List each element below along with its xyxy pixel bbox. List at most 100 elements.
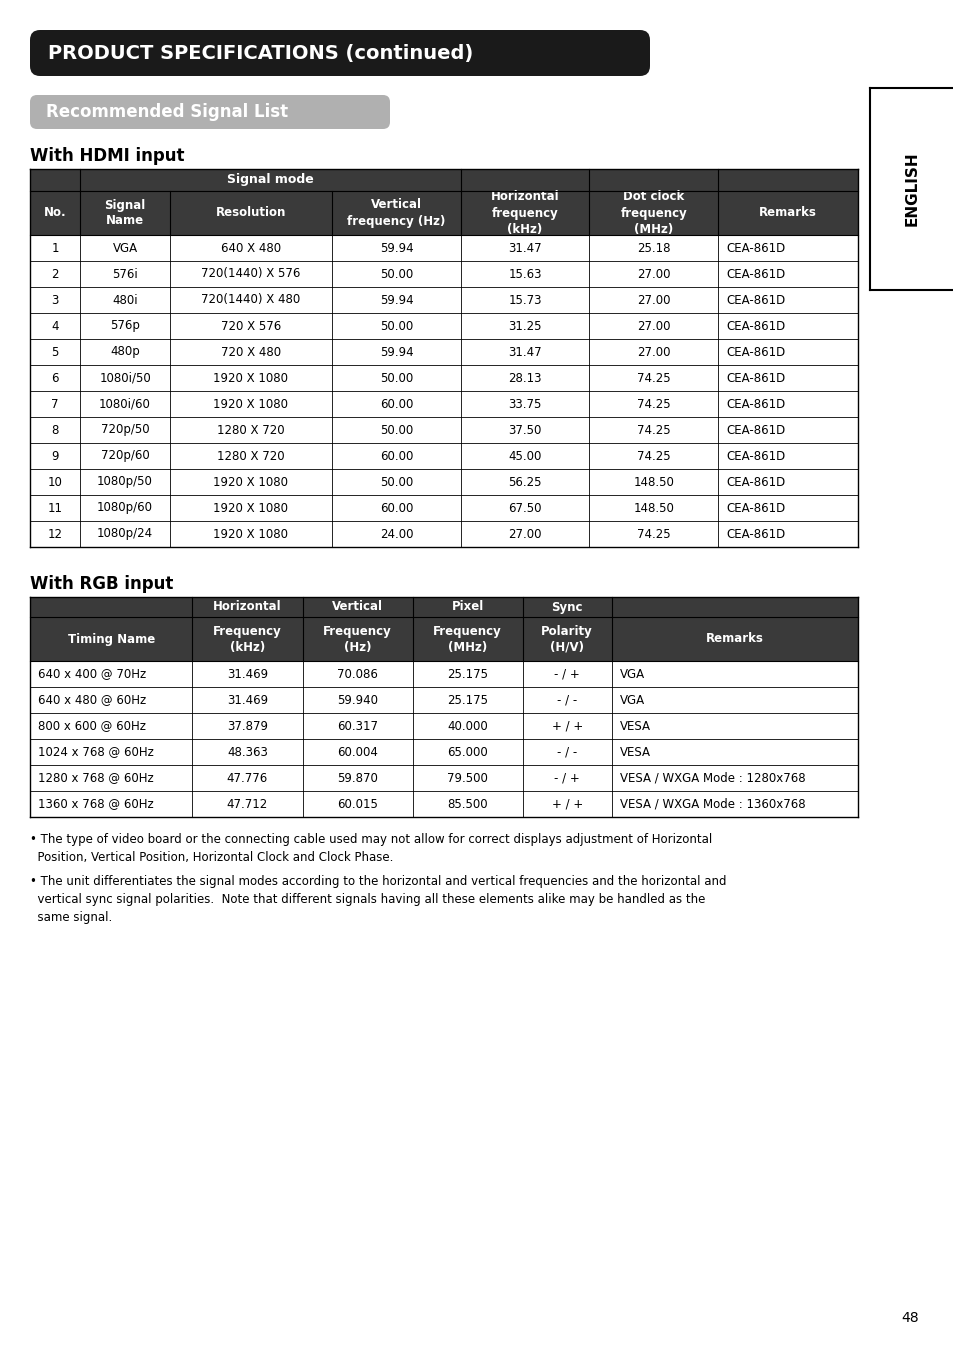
Text: Resolution: Resolution	[215, 207, 286, 220]
Text: VGA: VGA	[619, 667, 644, 680]
Bar	[30, 662, 857, 687]
Text: 9: 9	[51, 450, 59, 463]
Text: 148.50: 148.50	[633, 501, 674, 514]
Text: 1360 x 768 @ 60Hz: 1360 x 768 @ 60Hz	[38, 798, 153, 810]
Text: 24.00: 24.00	[379, 528, 413, 540]
Bar	[30, 339, 857, 365]
Text: 70.086: 70.086	[336, 667, 377, 680]
Text: 31.47: 31.47	[508, 346, 541, 359]
Text: 27.00: 27.00	[508, 528, 541, 540]
Text: 10: 10	[48, 475, 63, 489]
Bar	[30, 364, 857, 391]
Text: 3: 3	[51, 293, 59, 306]
Text: 31.469: 31.469	[227, 694, 268, 706]
Text: 576i: 576i	[112, 267, 138, 281]
Text: 1080p/60: 1080p/60	[97, 501, 152, 514]
Text: 720(1440) X 480: 720(1440) X 480	[201, 293, 300, 306]
Text: + / +: + / +	[551, 720, 582, 733]
Bar	[30, 235, 857, 261]
Text: 1280 x 768 @ 60Hz: 1280 x 768 @ 60Hz	[38, 771, 153, 784]
Text: 59.94: 59.94	[379, 242, 413, 255]
FancyBboxPatch shape	[30, 30, 649, 76]
Text: Remarks: Remarks	[759, 207, 816, 220]
Bar	[30, 597, 857, 617]
Text: 12: 12	[48, 528, 63, 540]
Text: Pixel: Pixel	[451, 601, 483, 613]
Text: Recommended Signal List: Recommended Signal List	[46, 103, 288, 122]
Text: 1920 X 1080: 1920 X 1080	[213, 475, 288, 489]
Text: 59.940: 59.940	[336, 694, 377, 706]
Text: 640 X 480: 640 X 480	[221, 242, 281, 255]
Text: 59.94: 59.94	[379, 346, 413, 359]
Text: CEA-861D: CEA-861D	[725, 450, 784, 463]
Text: VGA: VGA	[619, 694, 644, 706]
Text: 1920 X 1080: 1920 X 1080	[213, 371, 288, 385]
Text: 79.500: 79.500	[447, 771, 488, 784]
Text: 47.776: 47.776	[227, 771, 268, 784]
Text: - / +: - / +	[554, 771, 579, 784]
Text: Vertical: Vertical	[332, 601, 383, 613]
Bar	[30, 443, 857, 468]
Text: 27.00: 27.00	[637, 267, 670, 281]
Text: CEA-861D: CEA-861D	[725, 293, 784, 306]
Text: 720p/50: 720p/50	[101, 424, 150, 436]
Text: 37.879: 37.879	[227, 720, 268, 733]
Text: ENGLISH: ENGLISH	[903, 151, 919, 227]
FancyBboxPatch shape	[30, 95, 390, 130]
Text: 50.00: 50.00	[379, 320, 413, 332]
Text: 720(1440) X 576: 720(1440) X 576	[201, 267, 300, 281]
Text: 1280 X 720: 1280 X 720	[217, 450, 285, 463]
Text: PRODUCT SPECIFICATIONS (continued): PRODUCT SPECIFICATIONS (continued)	[48, 43, 473, 62]
Text: Frequency
(MHz): Frequency (MHz)	[433, 625, 501, 653]
Text: 1920 X 1080: 1920 X 1080	[213, 397, 288, 410]
Text: 74.25: 74.25	[637, 528, 670, 540]
Bar	[30, 617, 857, 662]
Text: 720 X 576: 720 X 576	[221, 320, 281, 332]
Text: 59.94: 59.94	[379, 293, 413, 306]
Text: 720 X 480: 720 X 480	[221, 346, 281, 359]
Text: 33.75: 33.75	[508, 397, 541, 410]
Text: 25.175: 25.175	[447, 667, 488, 680]
Text: VESA: VESA	[619, 720, 650, 733]
Text: 40.000: 40.000	[447, 720, 487, 733]
Text: VGA: VGA	[112, 242, 137, 255]
Text: 60.00: 60.00	[379, 450, 413, 463]
Text: 5: 5	[51, 346, 59, 359]
Text: Timing Name: Timing Name	[68, 633, 154, 645]
Text: Dot clock
frequency
(MHz): Dot clock frequency (MHz)	[619, 190, 686, 235]
Text: 48: 48	[901, 1311, 918, 1324]
Text: CEA-861D: CEA-861D	[725, 397, 784, 410]
Text: CEA-861D: CEA-861D	[725, 371, 784, 385]
Text: 1024 x 768 @ 60Hz: 1024 x 768 @ 60Hz	[38, 745, 153, 759]
Text: - / -: - / -	[557, 745, 577, 759]
Text: 1080p/50: 1080p/50	[97, 475, 152, 489]
Text: 11: 11	[48, 501, 63, 514]
Bar	[30, 417, 857, 443]
Bar	[30, 288, 857, 313]
Text: CEA-861D: CEA-861D	[725, 528, 784, 540]
Text: 15.73: 15.73	[508, 293, 541, 306]
Text: 59.870: 59.870	[336, 771, 377, 784]
Text: 50.00: 50.00	[379, 371, 413, 385]
Text: 1920 X 1080: 1920 X 1080	[213, 528, 288, 540]
Text: 85.500: 85.500	[447, 798, 487, 810]
Text: 1280 X 720: 1280 X 720	[217, 424, 285, 436]
Text: - / -: - / -	[557, 694, 577, 706]
Text: • The unit differentiates the signal modes according to the horizontal and verti: • The unit differentiates the signal mod…	[30, 875, 726, 923]
Text: CEA-861D: CEA-861D	[725, 267, 784, 281]
Bar	[30, 765, 857, 791]
Text: 27.00: 27.00	[637, 346, 670, 359]
Bar	[30, 791, 857, 817]
Text: 60.004: 60.004	[336, 745, 377, 759]
Text: CEA-861D: CEA-861D	[725, 242, 784, 255]
Text: With HDMI input: With HDMI input	[30, 147, 184, 165]
Text: • The type of video board or the connecting cable used may not allow for correct: • The type of video board or the connect…	[30, 833, 712, 864]
Bar	[30, 261, 857, 288]
Text: + / +: + / +	[551, 798, 582, 810]
Text: 2: 2	[51, 267, 59, 281]
Text: 1: 1	[51, 242, 59, 255]
Text: 31.47: 31.47	[508, 242, 541, 255]
Text: 31.469: 31.469	[227, 667, 268, 680]
Text: VESA / WXGA Mode : 1360x768: VESA / WXGA Mode : 1360x768	[619, 798, 804, 810]
Text: 640 x 400 @ 70Hz: 640 x 400 @ 70Hz	[38, 667, 146, 680]
